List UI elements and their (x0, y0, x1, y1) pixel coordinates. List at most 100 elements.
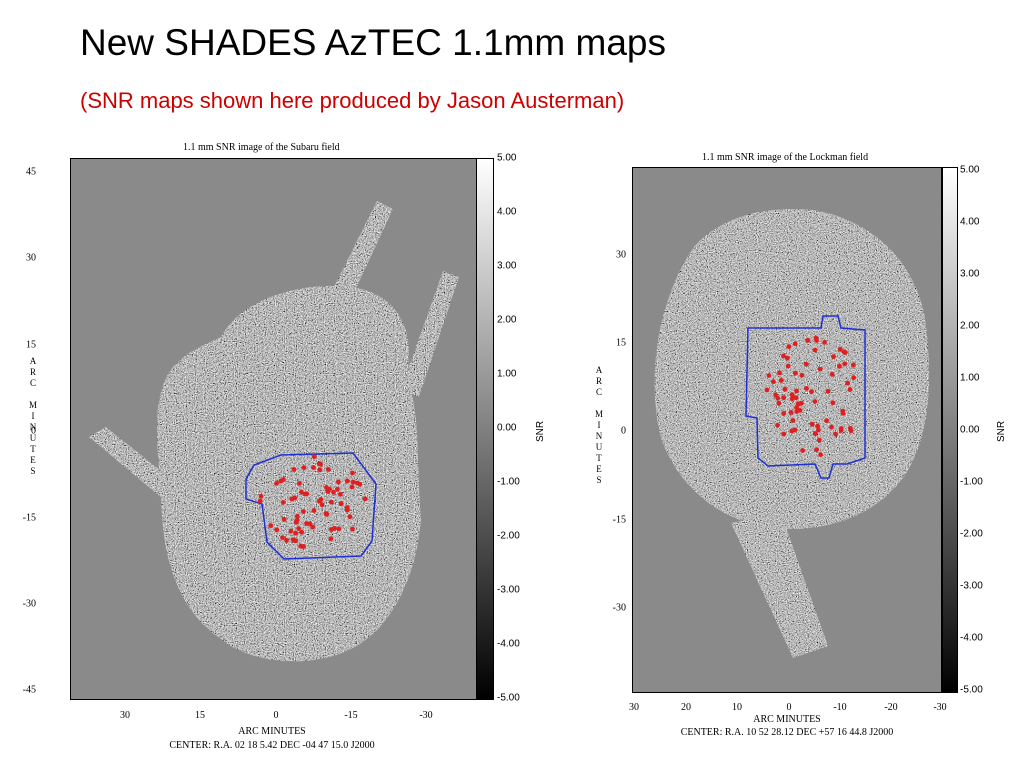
cbar-tick: 4.00 (497, 206, 517, 218)
y-tick: -30 (612, 602, 626, 614)
source-marker (349, 484, 355, 490)
source-marker (829, 371, 835, 377)
x-tick: 30 (120, 710, 130, 721)
source-marker (789, 396, 795, 402)
cbar-tick: 5.00 (960, 164, 980, 176)
source-marker (794, 405, 799, 410)
subaru-colorbar (476, 158, 494, 700)
subaru-colorbar-ticks: 5.00 4.00 3.00 2.00 1.00 0.00 -1.00 -2.0… (497, 153, 547, 704)
source-marker (814, 447, 819, 453)
slide-subtitle: (SNR maps shown here produced by Jason A… (80, 88, 625, 113)
source-marker (785, 363, 791, 369)
source-marker (362, 496, 368, 502)
source-marker (789, 392, 795, 398)
lockman-map-title: 1.1 mm SNR image of the Lockman field (702, 152, 869, 163)
source-marker (782, 386, 788, 392)
source-marker (338, 491, 343, 497)
source-marker (328, 499, 334, 505)
source-marker (280, 535, 285, 540)
source-marker (793, 395, 799, 401)
source-marker (781, 411, 787, 416)
source-marker (331, 526, 337, 531)
y-tick: 30 (26, 252, 36, 264)
source-marker (838, 428, 844, 433)
source-marker (258, 493, 264, 499)
lockman-snr-image[interactable] (632, 167, 942, 693)
source-marker (800, 448, 805, 453)
source-marker (809, 389, 814, 395)
source-marker (771, 379, 776, 385)
cbar-tick: 4.00 (960, 216, 980, 228)
cbar-tick: 2.00 (960, 320, 980, 332)
cbar-tick: -1.00 (497, 476, 520, 488)
source-marker (328, 536, 334, 542)
cbar-tick: 2.00 (497, 314, 517, 326)
x-tick: -30 (933, 702, 947, 713)
y-tick: 15 (616, 337, 626, 349)
source-marker (829, 424, 834, 430)
subaru-center-coords: CENTER: R.A. 02 18 5.42 DEC -04 47 15.0 … (169, 740, 375, 751)
source-marker (274, 480, 279, 486)
source-marker (803, 361, 809, 367)
source-marker (799, 372, 805, 378)
source-marker (350, 526, 355, 532)
source-marker (336, 526, 342, 532)
source-marker (288, 528, 294, 534)
source-marker (816, 427, 821, 433)
source-marker (284, 538, 289, 543)
source-marker (280, 500, 286, 505)
source-marker (784, 355, 790, 361)
source-marker (825, 388, 831, 394)
x-tick: 15 (195, 710, 205, 721)
source-marker (268, 523, 274, 528)
source-marker (799, 400, 804, 406)
source-marker (781, 431, 787, 437)
source-marker (350, 479, 356, 485)
cbar-tick: 0.00 (960, 424, 980, 436)
source-marker (310, 524, 316, 530)
source-marker (311, 454, 317, 460)
source-marker (350, 470, 355, 476)
source-marker (317, 467, 323, 473)
source-marker (327, 486, 332, 492)
source-marker (344, 507, 350, 513)
source-marker (776, 400, 782, 406)
lockman-colorbar-label: SNR (996, 420, 1007, 442)
source-marker (302, 491, 308, 497)
source-marker (851, 375, 857, 381)
source-marker (294, 517, 300, 523)
source-marker (845, 380, 851, 386)
source-marker (336, 479, 341, 485)
lockman-center-coords: CENTER: R.A. 10 52 28.12 DEC +57 16 44.8… (680, 727, 894, 738)
source-marker (292, 495, 298, 501)
y-tick: 0 (621, 425, 626, 437)
source-marker (818, 452, 823, 458)
cbar-tick: 1.00 (960, 372, 980, 384)
source-marker (318, 497, 324, 502)
subaru-snr-image[interactable] (70, 158, 477, 700)
cbar-tick: -5.00 (497, 692, 520, 704)
subaru-map-title: 1.1 mm SNR image of the Subaru field (183, 142, 340, 153)
source-marker (831, 354, 836, 359)
lockman-colorbar (942, 167, 958, 693)
y-tick: -30 (22, 598, 36, 610)
cbar-tick: -3.00 (497, 584, 520, 596)
x-tick: 0 (786, 702, 792, 713)
source-marker (318, 461, 323, 467)
source-marker (291, 467, 297, 472)
subaru-sources (257, 454, 368, 549)
source-marker (347, 514, 353, 520)
source-marker (812, 399, 818, 404)
y-tick: 45 (26, 166, 36, 178)
source-marker (775, 395, 781, 401)
source-marker (847, 387, 853, 392)
source-marker (299, 489, 304, 495)
source-marker (335, 486, 340, 492)
source-marker (824, 418, 829, 424)
cbar-tick: 5.00 (497, 152, 517, 164)
source-marker (792, 370, 798, 376)
source-marker (338, 501, 344, 506)
x-tick: 30 (629, 702, 639, 713)
